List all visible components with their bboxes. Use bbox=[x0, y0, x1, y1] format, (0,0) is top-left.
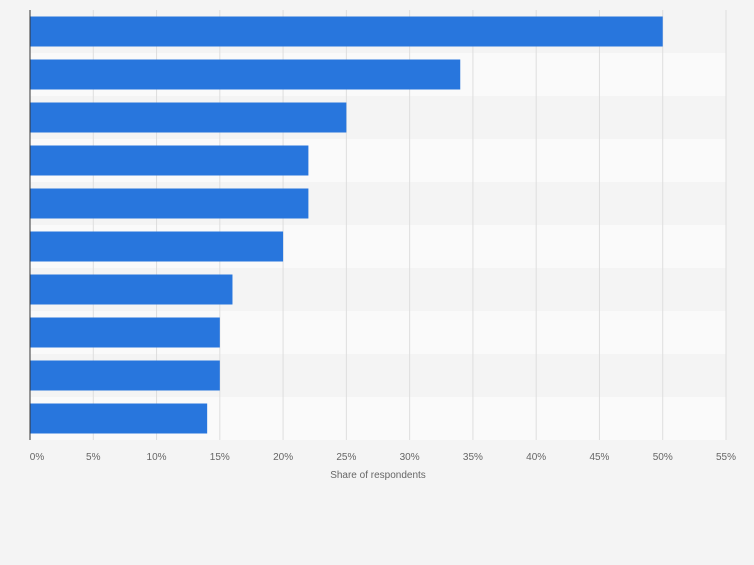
x-tick-label: 45% bbox=[589, 452, 609, 463]
x-tick-labels: 0% 5% 10% 15% 20% 25% 30% 35% 40% 45% 50% 55% bbox=[30, 452, 736, 463]
bar bbox=[30, 102, 347, 133]
x-tick-label: 55% bbox=[716, 452, 736, 463]
x-tick-label: 15% bbox=[210, 452, 230, 463]
bar bbox=[30, 231, 284, 262]
x-tick-label: 25% bbox=[336, 452, 356, 463]
bar bbox=[30, 145, 309, 176]
x-tick-label: 5% bbox=[86, 452, 101, 463]
bar bbox=[30, 59, 461, 90]
bar bbox=[30, 188, 309, 219]
x-tick-label: 50% bbox=[653, 452, 673, 463]
x-tick-label: 35% bbox=[463, 452, 483, 463]
bar bbox=[30, 403, 208, 434]
x-tick-label: 20% bbox=[273, 452, 293, 463]
x-axis-title: Share of respondents bbox=[330, 470, 426, 481]
x-tick-label: 0% bbox=[30, 452, 45, 463]
x-tick-label: 10% bbox=[147, 452, 167, 463]
bar bbox=[30, 317, 220, 348]
bars bbox=[30, 16, 663, 434]
bar bbox=[30, 16, 663, 47]
x-tick-label: 40% bbox=[526, 452, 546, 463]
x-tick-label: 30% bbox=[400, 452, 420, 463]
bar bbox=[30, 360, 220, 391]
bar bbox=[30, 274, 233, 305]
